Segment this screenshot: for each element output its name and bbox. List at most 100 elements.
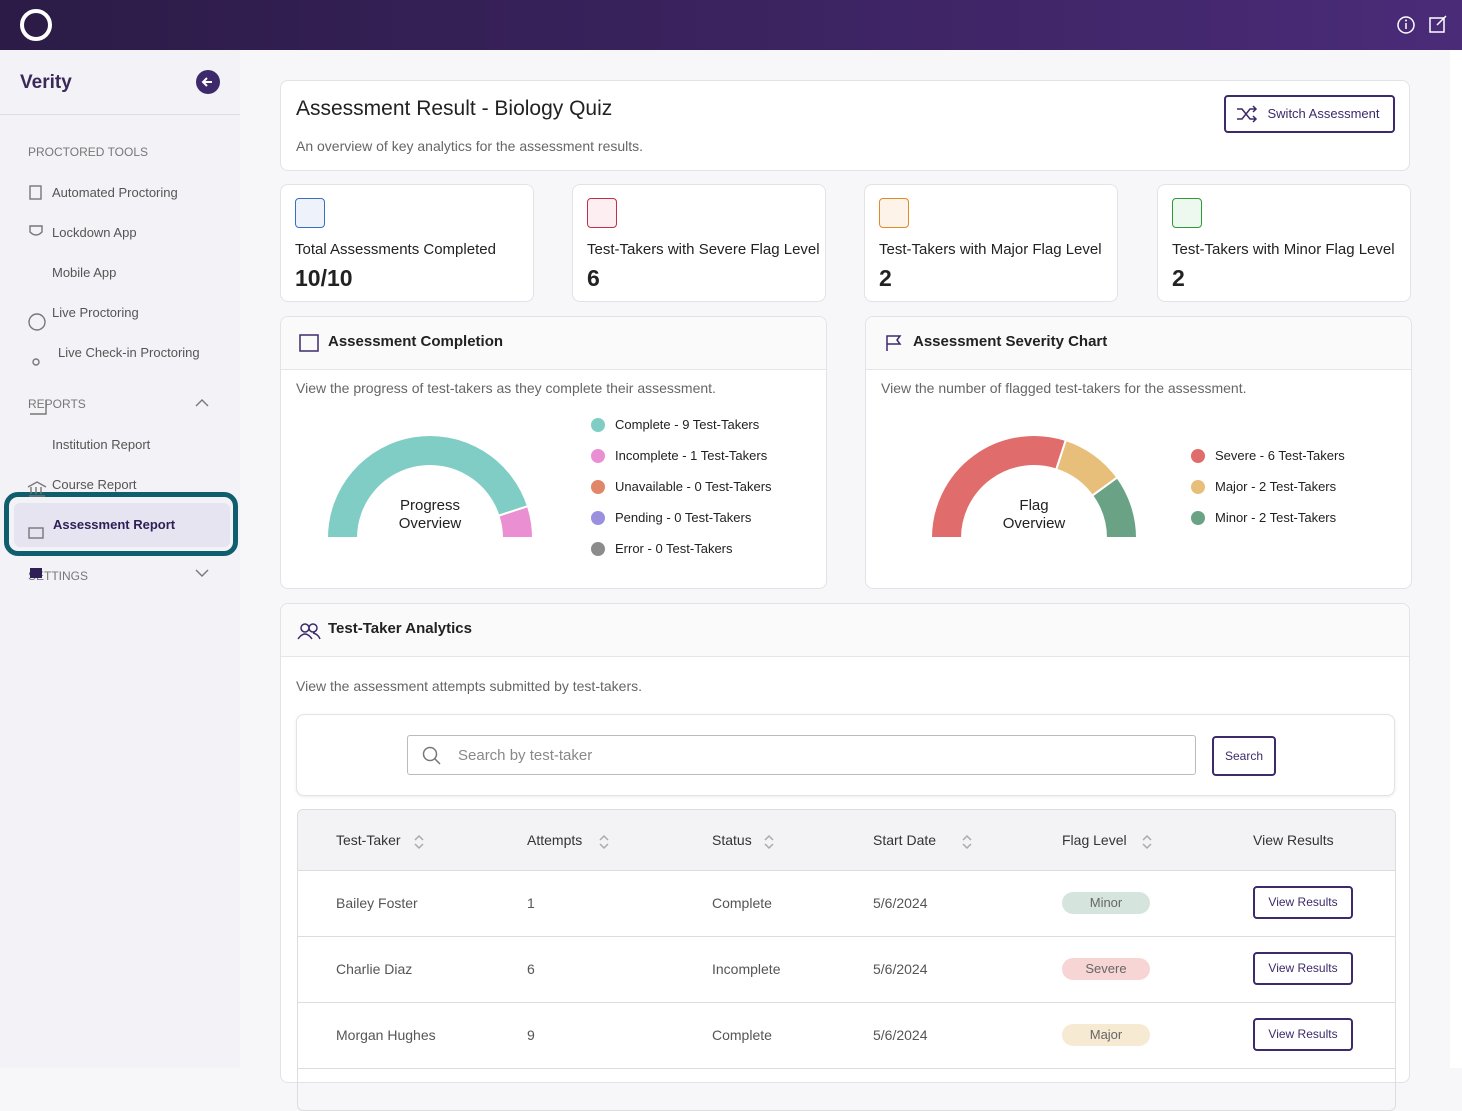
nav-item[interactable]: Live Proctoring (52, 305, 139, 320)
page-title: Assessment Result - Biology Quiz (296, 97, 613, 120)
card-description: View the assessment attempts submitted b… (296, 678, 643, 694)
stat-card: Test-Takers with Major Flag Level 2 (864, 184, 1118, 302)
donut-chart (325, 434, 535, 539)
legend-label: Major - 2 Test-Takers (1215, 479, 1337, 494)
view-results-button[interactable]: View Results (1253, 1018, 1353, 1051)
nav-item[interactable]: Course Report (52, 477, 137, 492)
table-cell: Bailey Foster (336, 895, 418, 911)
section-title[interactable]: REPORTS (28, 397, 86, 411)
card-title: Assessment Completion (328, 333, 504, 350)
stat-label: Test-Takers with Severe Flag Level (587, 241, 820, 258)
legend-label: Minor - 2 Test-Takers (1215, 510, 1337, 525)
collapse-button[interactable] (195, 69, 221, 95)
header-icons[interactable] (1396, 15, 1452, 35)
legend-dot (591, 542, 605, 556)
icon (886, 335, 902, 351)
legend-dot (1191, 449, 1205, 463)
legend-label: Severe - 6 Test-Takers (1215, 448, 1345, 463)
table-cell: 9 (527, 1027, 535, 1043)
icon (1172, 198, 1202, 228)
column-header[interactable]: Status (712, 832, 752, 848)
shuffle-icon (1237, 105, 1258, 123)
stat-value: 2 (1172, 265, 1185, 291)
card-description: View the number of flagged test-takers f… (881, 380, 1247, 396)
table-cell: Complete (712, 1027, 772, 1043)
chart-card: Assessment Severity Chart View the numbe… (865, 316, 1412, 589)
card-title: Assessment Severity Chart (913, 333, 1108, 350)
legend-dot (1191, 511, 1205, 525)
search-placeholder: Search by test-taker (458, 747, 593, 764)
table-cell: 1 (527, 895, 535, 911)
table-header (298, 810, 1395, 871)
view-results-button[interactable]: View Results (1253, 886, 1353, 919)
search-input[interactable]: Search by test-taker (407, 735, 1196, 775)
search-icon (422, 746, 441, 765)
column-header[interactable]: Attempts (527, 832, 583, 848)
nav-item[interactable]: Lockdown App (52, 225, 137, 240)
icon (295, 198, 325, 228)
legend-label: Unavailable - 0 Test-Takers (615, 479, 772, 494)
row-divider (298, 1068, 1395, 1069)
table-cell: 5/6/2024 (873, 961, 928, 977)
nav-item[interactable]: Mobile App (52, 265, 117, 280)
card-header (281, 317, 826, 370)
donut-segment (929, 434, 1068, 539)
column-header[interactable]: View Results (1253, 832, 1334, 848)
top-bar (0, 0, 1462, 50)
search-button[interactable]: Search (1212, 736, 1276, 776)
table-cell: Charlie Diaz (336, 961, 413, 977)
nav-icons (27, 185, 209, 578)
card-header (281, 604, 1409, 657)
icon (587, 198, 617, 228)
icon (297, 623, 321, 640)
stat-card: Total Assessments Completed 10/10 (280, 184, 534, 302)
sort-icon (1142, 834, 1152, 850)
legend-dot (591, 511, 605, 525)
sort-arrows (414, 834, 424, 850)
stat-label: Test-Takers with Major Flag Level (879, 241, 1102, 258)
flag-badge: Major (1062, 1024, 1150, 1046)
view-results-button[interactable]: View Results (1253, 952, 1353, 985)
section-title[interactable]: SETTINGS (28, 569, 89, 583)
sort-arrows (962, 834, 972, 850)
flag-badge: Severe (1062, 958, 1150, 980)
table-cell: Morgan Hughes (336, 1027, 436, 1043)
focus-ring (4, 492, 238, 556)
column-header[interactable]: Test-Taker (336, 832, 401, 848)
stat-card: Test-Takers with Minor Flag Level 2 (1157, 184, 1411, 302)
section-title[interactable]: PROCTORED TOOLS (28, 145, 149, 159)
divider (0, 114, 240, 115)
switch-assessment-button[interactable]: Switch Assessment (1224, 95, 1395, 133)
nav-item[interactable]: Institution Report (52, 437, 151, 452)
donut-segment (1090, 476, 1139, 539)
sort-arrows (1142, 834, 1152, 850)
results-table: Test-Taker Attempts Status Start Date Flag L… (297, 809, 1396, 1111)
icon (299, 334, 319, 352)
column-header[interactable]: Flag Level (1062, 832, 1127, 848)
active-item-bg (14, 503, 230, 547)
app-name: Verity (20, 72, 72, 93)
sort-icon (414, 834, 424, 850)
table-cell: 5/6/2024 (873, 1027, 928, 1043)
legend-label: Pending - 0 Test-Takers (615, 510, 752, 525)
sort-arrows (599, 834, 609, 850)
logo (20, 9, 52, 41)
legend-label: Incomplete - 1 Test-Takers (615, 448, 768, 463)
column-header[interactable]: Start Date (873, 832, 937, 848)
table-cell: 5/6/2024 (873, 895, 928, 911)
nav-item[interactable]: Automated Proctoring (52, 185, 178, 200)
donut-chart (929, 434, 1139, 539)
nav-item-active[interactable]: Assessment Report (53, 517, 176, 532)
row-divider (298, 936, 1395, 937)
stat-value: 6 (587, 265, 600, 291)
button-label: Switch Assessment (1267, 106, 1380, 121)
card-description: View the progress of test-takers as they… (296, 380, 716, 396)
legend-dot (591, 449, 605, 463)
card-header (866, 317, 1411, 370)
page-subtitle: An overview of key analytics for the ass… (296, 138, 644, 154)
stat-value: 2 (879, 265, 892, 291)
nav-item[interactable]: Live Check-in Proctoring (58, 345, 200, 360)
sort-icon (962, 834, 972, 850)
stat-label: Total Assessments Completed (295, 241, 496, 258)
